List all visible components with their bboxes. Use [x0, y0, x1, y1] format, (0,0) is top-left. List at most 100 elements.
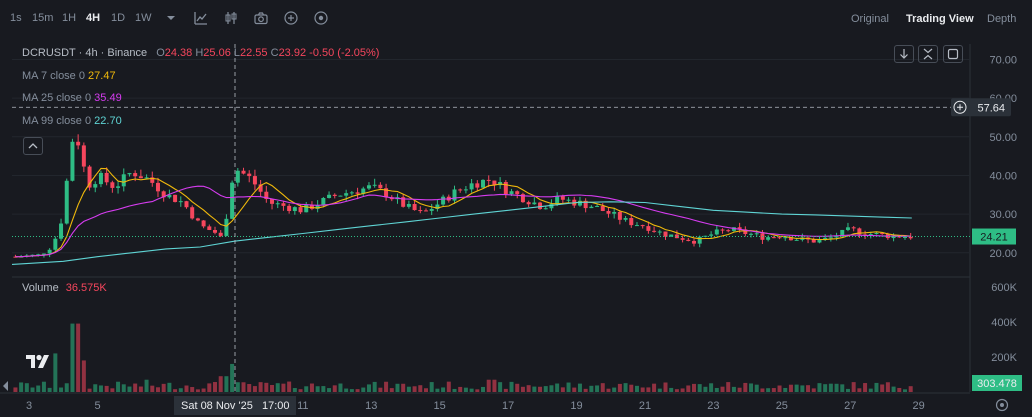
candle-body: [435, 204, 440, 209]
timeframe-1h[interactable]: 1H: [62, 12, 77, 24]
plus-circle-button[interactable]: [283, 10, 299, 26]
timeframe-4h[interactable]: 4H: [86, 12, 101, 24]
last-volume-label: 303.478: [977, 378, 1017, 390]
timeframe-1w[interactable]: 1W: [135, 12, 152, 24]
candle-body: [840, 229, 845, 237]
ma7-label: MA 7 close 0: [22, 70, 85, 82]
volume-bar: [104, 385, 109, 392]
volume-bar: [777, 385, 782, 392]
volume-bar: [235, 382, 240, 392]
candle-body: [59, 223, 64, 239]
settings-circle-button[interactable]: [313, 10, 329, 26]
chevron-down-icon: [167, 16, 175, 20]
candle-body: [560, 196, 565, 200]
volume-bar: [760, 388, 765, 392]
candle-body: [851, 227, 856, 229]
candle-body: [93, 184, 98, 188]
plus-circle-icon: [953, 100, 967, 114]
chart-background: [0, 36, 1032, 417]
volume-bar: [863, 383, 868, 392]
scroll-down-button[interactable]: [894, 45, 914, 63]
volume-bar: [110, 388, 115, 392]
volume-bar: [195, 389, 200, 392]
volume-bar: [378, 387, 383, 392]
candle-body: [309, 204, 314, 209]
candle-body: [783, 237, 788, 239]
candle-body: [184, 201, 189, 208]
crosshair-time-badge: [174, 396, 296, 415]
camera-button[interactable]: [253, 10, 269, 26]
crosshair-price-label: 57.64: [977, 102, 1005, 114]
volume-bar: [53, 353, 58, 392]
candles: [13, 134, 913, 258]
maximize-pane-button[interactable]: [943, 45, 963, 63]
candle-body: [378, 184, 383, 189]
chart-toolbar: 1s 15m 1H 4H 1D 1W Original Trading View Depth: [0, 0, 1032, 36]
volume-bar: [150, 385, 155, 392]
candle-body: [338, 195, 343, 197]
candle-body: [155, 182, 160, 192]
view-depth[interactable]: Depth: [987, 13, 1017, 25]
volume-bar: [646, 387, 651, 392]
volume-bar: [868, 388, 873, 392]
open-value: 24.38: [164, 47, 193, 59]
chevron-down-button[interactable]: [163, 10, 179, 26]
volume-bar: [138, 386, 143, 392]
candle-body: [87, 166, 92, 188]
candle-body: [150, 177, 155, 183]
candle-body: [811, 239, 816, 243]
candle-body: [121, 174, 126, 187]
candle-body: [754, 233, 759, 235]
time-tick-label: 23: [707, 400, 719, 412]
candle-body: [344, 193, 349, 196]
candle-style-button[interactable]: [223, 10, 239, 26]
ma99-line: [11, 201, 912, 265]
volume-bar: [64, 383, 69, 392]
volume-bar: [275, 383, 280, 392]
timeframe-15m[interactable]: 15m: [32, 12, 54, 24]
volume-bar: [144, 379, 149, 392]
collapse-legend-button[interactable]: [23, 137, 43, 155]
candle-body: [30, 254, 35, 256]
volume-bar: [600, 383, 605, 392]
volume-value: 36.575K: [65, 282, 107, 294]
ma25-label: MA 25 close 0: [22, 92, 92, 104]
volume-bar: [680, 388, 685, 392]
candle-body: [777, 237, 782, 239]
view-trading-view[interactable]: Trading View: [906, 13, 974, 25]
volume-bar: [401, 383, 406, 392]
volume-bar: [76, 323, 81, 392]
volume-bar: [155, 387, 160, 392]
ma25-line: [15, 185, 911, 258]
candle-body: [304, 204, 309, 213]
plus-circle-icon: [284, 11, 298, 25]
indicator-button[interactable]: [193, 10, 209, 26]
ma7-legend: MA 7 close 0 27.47: [22, 70, 116, 82]
plus-icon: [957, 104, 963, 111]
timeframe-1s[interactable]: 1s: [10, 12, 22, 24]
candle-body: [503, 181, 508, 195]
volume-bar: [441, 387, 446, 392]
volume-bar: [321, 386, 326, 392]
collapse-pane-button[interactable]: [918, 45, 938, 63]
volume-bar: [555, 383, 560, 392]
price-chart[interactable]: 70.0060.0050.0040.0030.0020.00600K400K20…: [0, 36, 1032, 417]
volume-bar: [908, 386, 913, 392]
candle-body: [127, 173, 132, 175]
ma25-value: 35.49: [94, 92, 122, 104]
candle-body: [292, 207, 297, 212]
candle-body: [366, 185, 371, 189]
view-original[interactable]: Original: [851, 13, 889, 25]
grid: [12, 58, 970, 254]
volume-bar: [224, 376, 229, 392]
volume-bar: [880, 384, 885, 392]
volume-bar: [891, 386, 896, 392]
volume-bar: [726, 382, 731, 392]
candle-body: [652, 230, 657, 232]
volume-bar: [458, 386, 463, 392]
volume-bar: [230, 363, 235, 392]
volume-bar: [686, 385, 691, 392]
candle-body: [629, 218, 634, 226]
timeframe-1d[interactable]: 1D: [111, 12, 126, 24]
candle-body: [680, 238, 685, 240]
